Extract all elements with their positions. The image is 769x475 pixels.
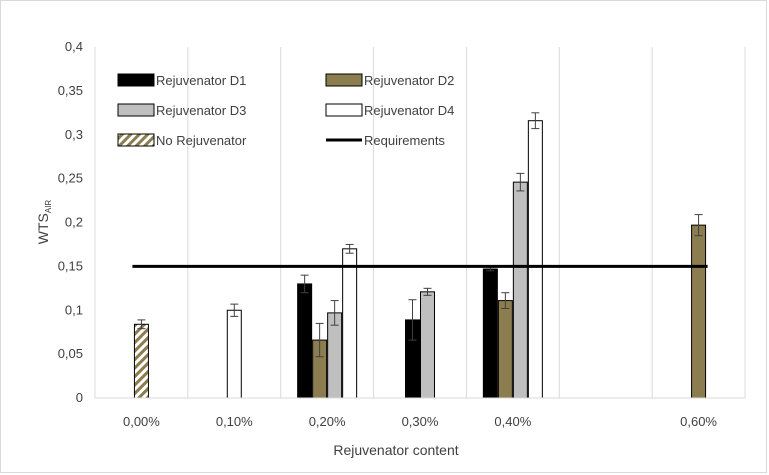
- error-bars: [137, 112, 703, 358]
- y-tick-label: 0,1: [65, 302, 83, 317]
- bar: [342, 248, 358, 399]
- bar: [420, 291, 435, 399]
- y-axis-title-subscript: AIR: [44, 200, 53, 214]
- gridlines: [187, 47, 746, 398]
- x-tick-label: 0,60%: [680, 414, 717, 429]
- y-tick-label: 0,15: [58, 258, 83, 273]
- legend-swatch: [117, 73, 155, 87]
- x-tick-label: 0,10%: [216, 414, 253, 429]
- y-axis-title: WTSAIR: [35, 200, 53, 245]
- bar: [527, 120, 543, 399]
- x-axis-title: Rejuvenator content: [333, 442, 458, 458]
- legend: Rejuvenator D1 Rejuvenator D2 Rejuvenator …: [117, 73, 454, 148]
- x-tick-label: 0,20%: [309, 414, 346, 429]
- x-tick-label: 0,00%: [123, 414, 160, 429]
- legend-swatch: [117, 103, 155, 117]
- legend-swatch: [117, 133, 155, 147]
- legend-label: Rejuvenator D2: [364, 73, 454, 88]
- bar: [497, 300, 513, 399]
- y-tick-label: 0: [76, 390, 83, 405]
- bars: [133, 120, 707, 399]
- x-tick-label: 0,30%: [402, 414, 439, 429]
- y-tick-label: 0,35: [58, 83, 83, 98]
- bar: [512, 181, 528, 399]
- legend-label: Requirements: [364, 133, 445, 148]
- bar: [297, 283, 313, 399]
- legend-label: No Rejuvenator: [156, 133, 247, 148]
- axes: 0 0,05 0,1 0,15 0,2 0,25 0,3 0,35 0,4 0,00% 0,10% 0…: [58, 39, 745, 429]
- y-tick-label: 0,3: [65, 127, 83, 142]
- legend-swatch: [325, 73, 363, 87]
- y-tick-label: 0,25: [58, 171, 83, 186]
- y-axis-title-main: WTS: [35, 213, 51, 244]
- legend-label: Rejuvenator D4: [364, 103, 454, 118]
- bar: [133, 323, 149, 399]
- legend-swatch: [325, 103, 363, 117]
- legend-label: Rejuvenator D3: [156, 103, 246, 118]
- x-tick-label: 0,40%: [494, 414, 531, 429]
- bar: [226, 309, 242, 399]
- y-tick-label: 0,2: [65, 215, 83, 230]
- y-tick-label: 0,05: [58, 346, 83, 361]
- y-tick-label: 0,4: [65, 39, 83, 54]
- legend-label: Rejuvenator D1: [156, 73, 246, 88]
- bar: [691, 224, 707, 399]
- bar: [482, 268, 498, 399]
